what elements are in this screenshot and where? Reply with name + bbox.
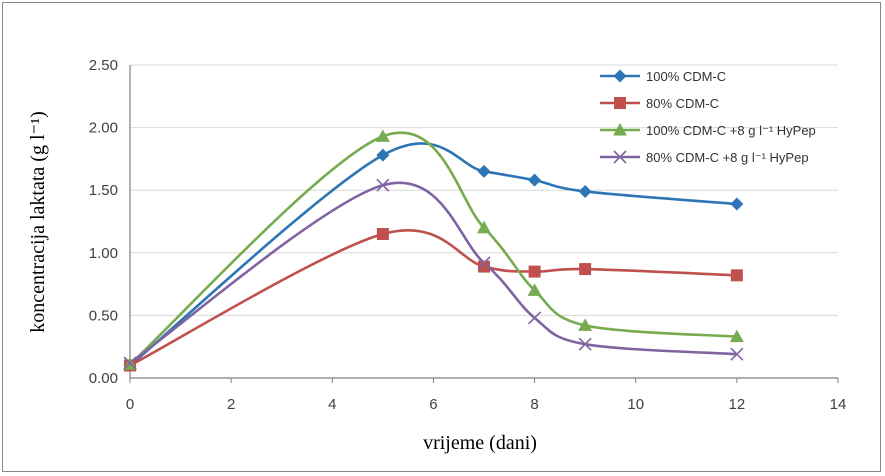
y-tick-label: 0.00 — [89, 370, 118, 387]
legend-marker-2 — [614, 97, 626, 109]
data-point-series-2 — [730, 269, 743, 282]
y-tick-label: 2.50 — [89, 57, 118, 74]
tick-labels: 0.00 0.50 1.00 1.50 2.00 2.50 0 2 4 6 8 10 12 14 — [89, 57, 847, 413]
legend: 100% CDM-C 80% CDM-C 100% CDM-C +8 g l⁻¹ H… — [600, 69, 816, 165]
data-point-series-2 — [579, 263, 592, 276]
data-point-series-4 — [528, 311, 542, 325]
series-markers — [123, 129, 744, 372]
data-point-series-2 — [478, 260, 490, 273]
series-line-3 — [129, 131, 737, 366]
data-point-series-3 — [477, 220, 491, 234]
data-point-series-4 — [123, 356, 137, 370]
data-point-series-1 — [578, 184, 592, 198]
series-line-2 — [129, 228, 737, 367]
gridlines — [130, 64, 838, 316]
x-tick-label: 4 — [328, 396, 336, 413]
data-point-series-1 — [477, 164, 491, 178]
data-point-series-4 — [376, 178, 390, 192]
x-tick-label: 10 — [627, 396, 644, 413]
data-point-series-1 — [528, 173, 542, 187]
data-point-series-1 — [730, 197, 744, 211]
data-point-series-4 — [578, 337, 592, 351]
data-point-series-3 — [729, 329, 744, 343]
x-tick-label: 2 — [227, 396, 235, 413]
legend-label-4: 80% CDM-C +8 g l⁻¹ HyPep — [646, 150, 809, 165]
data-point-series-3 — [578, 318, 593, 331]
x-tick-label: 8 — [530, 396, 538, 413]
y-tick-label: 1.00 — [89, 245, 118, 262]
data-point-series-2 — [528, 265, 541, 278]
data-point-series-1 — [376, 148, 390, 162]
x-tick-label: 12 — [729, 396, 746, 413]
y-tick-label: 0.50 — [89, 307, 118, 324]
legend-marker-1 — [613, 69, 627, 83]
y-tick-label: 1.50 — [89, 182, 118, 199]
data-point-series-2 — [376, 228, 389, 241]
x-tick-label: 6 — [429, 396, 437, 413]
data-point-series-4 — [730, 347, 744, 361]
legend-marker-4 — [613, 150, 627, 164]
y-tick-label: 2.00 — [89, 120, 118, 137]
legend-label-3: 100% CDM-C +8 g l⁻¹ HyPep — [646, 123, 816, 138]
series-lines — [129, 131, 737, 367]
legend-marker-3 — [613, 123, 627, 136]
x-tick-label: 0 — [126, 396, 134, 413]
x-tick-label: 14 — [830, 396, 847, 413]
y-axis-title: koncentracija laktata (g l⁻¹) — [27, 111, 49, 332]
x-axis-title: vrijeme (dani) — [423, 432, 537, 454]
legend-label-1: 100% CDM-C — [646, 69, 726, 84]
axes — [129, 65, 839, 383]
data-point-series-3 — [375, 129, 390, 142]
data-point-series-4 — [477, 256, 491, 270]
legend-label-2: 80% CDM-C — [646, 96, 719, 111]
data-point-series-3 — [527, 283, 542, 296]
